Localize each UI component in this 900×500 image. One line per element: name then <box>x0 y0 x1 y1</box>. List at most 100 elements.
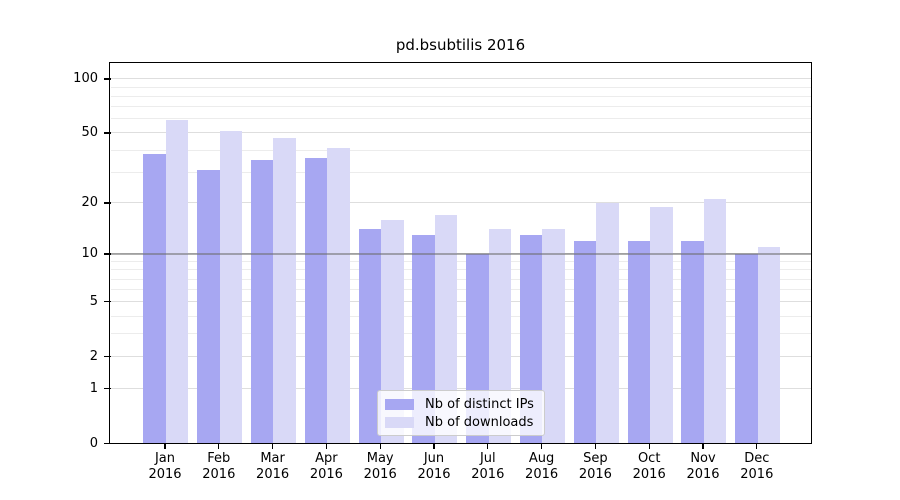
legend-swatch-downloads <box>385 417 414 428</box>
y-tick-label-20: 20 <box>81 195 98 211</box>
y-tick-0 <box>104 442 111 444</box>
x-tick-may <box>379 443 381 449</box>
gridline-minor-y-60 <box>110 118 811 120</box>
x-tick-label-aug: Aug 2016 <box>512 451 572 483</box>
x-tick-year-dec: 2016 <box>740 467 774 482</box>
gridline-y-1 <box>110 388 811 390</box>
y-tick-label-2: 2 <box>89 349 98 365</box>
bar-downloads-feb <box>219 131 243 444</box>
gridline-minor-y-90 <box>110 86 811 88</box>
y-tick-20 <box>104 202 111 204</box>
y-tick-100 <box>104 78 111 80</box>
chart-title: pd.bsubtilis 2016 <box>395 36 526 54</box>
x-tick-jan <box>164 443 166 449</box>
reference-line-10 <box>110 253 811 255</box>
gridline-minor-y-7 <box>110 278 811 280</box>
x-tick-year-oct: 2016 <box>632 467 666 482</box>
x-tick-month-jul: Jul <box>479 451 496 466</box>
gridline-y-20 <box>110 202 811 204</box>
bar-distinct-ips-oct <box>627 240 650 444</box>
x-tick-year-mar: 2016 <box>256 467 290 482</box>
legend-item-distinct-ips: Nb of distinct IPs <box>385 397 536 412</box>
legend-label-distinct-ips: Nb of distinct IPs <box>425 397 534 412</box>
bar-distinct-ips-apr <box>304 158 328 444</box>
x-tick-month-sep: Sep <box>583 451 608 466</box>
bar-distinct-ips-feb <box>197 169 220 444</box>
legend-item-downloads: Nb of downloads <box>385 415 536 430</box>
gridline-y-2 <box>110 356 811 358</box>
x-tick-feb <box>218 443 220 449</box>
y-tick-5 <box>104 301 111 303</box>
legend-label-downloads: Nb of downloads <box>425 415 534 430</box>
legend: Nb of distinct IPs Nb of downloads <box>377 390 545 436</box>
x-tick-label-jun: Jun 2016 <box>404 451 464 483</box>
x-tick-label-dec: Dec 2016 <box>727 451 787 483</box>
bar-downloads-aug <box>542 229 565 444</box>
gridline-minor-y-4 <box>110 315 811 317</box>
y-tick-label-5: 5 <box>89 294 98 310</box>
bar-downloads-apr <box>327 148 350 444</box>
x-tick-month-apr: Apr <box>315 451 338 466</box>
x-tick-label-jan: Jan 2016 <box>135 451 195 483</box>
x-tick-year-sep: 2016 <box>578 467 612 482</box>
bar-downloads-oct <box>650 206 673 444</box>
x-tick-mar <box>271 443 274 449</box>
x-tick-month-mar: Mar <box>260 451 285 466</box>
gridline-minor-y-40 <box>110 149 811 151</box>
y-tick-1 <box>104 387 111 390</box>
x-tick-year-jul: 2016 <box>471 467 505 482</box>
y-tick-label-50: 50 <box>81 125 98 141</box>
y-tick-label-1: 1 <box>89 381 98 397</box>
x-tick-label-feb: Feb 2016 <box>189 451 249 483</box>
gridline-minor-y-80 <box>110 95 811 97</box>
x-tick-year-feb: 2016 <box>202 467 236 482</box>
x-tick-month-nov: Nov <box>690 451 716 466</box>
x-tick-nov <box>702 443 704 449</box>
x-tick-month-jun: Jun <box>423 451 445 466</box>
x-tick-aug <box>540 443 543 449</box>
y-tick-10 <box>104 253 111 255</box>
x-tick-month-dec: Dec <box>744 451 770 466</box>
x-tick-label-may: May 2016 <box>350 451 410 483</box>
x-tick-year-nov: 2016 <box>686 467 720 482</box>
x-tick-year-may: 2016 <box>363 467 397 482</box>
x-tick-month-jan: Jan <box>154 451 176 466</box>
gridline-minor-y-6 <box>110 289 811 291</box>
x-tick-jun <box>433 443 435 449</box>
y-tick-label-10: 10 <box>81 246 98 262</box>
gridline-minor-y-8 <box>110 269 811 271</box>
legend-swatch-distinct-ips <box>385 399 414 410</box>
x-tick-month-feb: Feb <box>207 451 231 466</box>
x-tick-year-jan: 2016 <box>148 467 182 482</box>
bar-distinct-ips-dec <box>735 253 758 444</box>
gridline-y-100 <box>110 78 811 80</box>
y-tick-label-0: 0 <box>89 435 98 451</box>
x-tick-label-oct: Oct 2016 <box>619 451 679 483</box>
x-tick-label-sep: Sep 2016 <box>565 451 625 483</box>
x-tick-year-aug: 2016 <box>525 467 559 482</box>
bar-downloads-may <box>381 219 404 444</box>
x-tick-month-oct: Oct <box>637 451 661 466</box>
x-tick-label-mar: Mar 2016 <box>243 451 303 483</box>
bar-distinct-ips-mar <box>250 160 274 444</box>
x-tick-label-jul: Jul 2016 <box>458 451 518 483</box>
x-tick-month-aug: Aug <box>528 451 555 466</box>
x-tick-sep <box>594 443 597 449</box>
bar-distinct-ips-nov <box>681 240 704 444</box>
x-tick-month-may: May <box>366 451 394 466</box>
x-tick-label-apr: Apr 2016 <box>296 451 356 483</box>
x-tick-year-jun: 2016 <box>417 467 451 482</box>
bar-distinct-ips-sep <box>573 240 597 444</box>
x-tick-dec <box>756 443 758 449</box>
plot-border <box>109 62 813 445</box>
bar-downloads-jan <box>165 120 189 444</box>
y-tick-2 <box>104 355 111 358</box>
bar-downloads-dec <box>757 247 781 444</box>
bar-downloads-jul <box>488 229 512 444</box>
x-tick-jul <box>487 443 489 449</box>
y-tick-label-100: 100 <box>73 71 98 87</box>
x-tick-label-nov: Nov 2016 <box>673 451 733 483</box>
gridline-minor-y-9 <box>110 261 811 262</box>
bar-distinct-ips-may <box>358 229 381 444</box>
